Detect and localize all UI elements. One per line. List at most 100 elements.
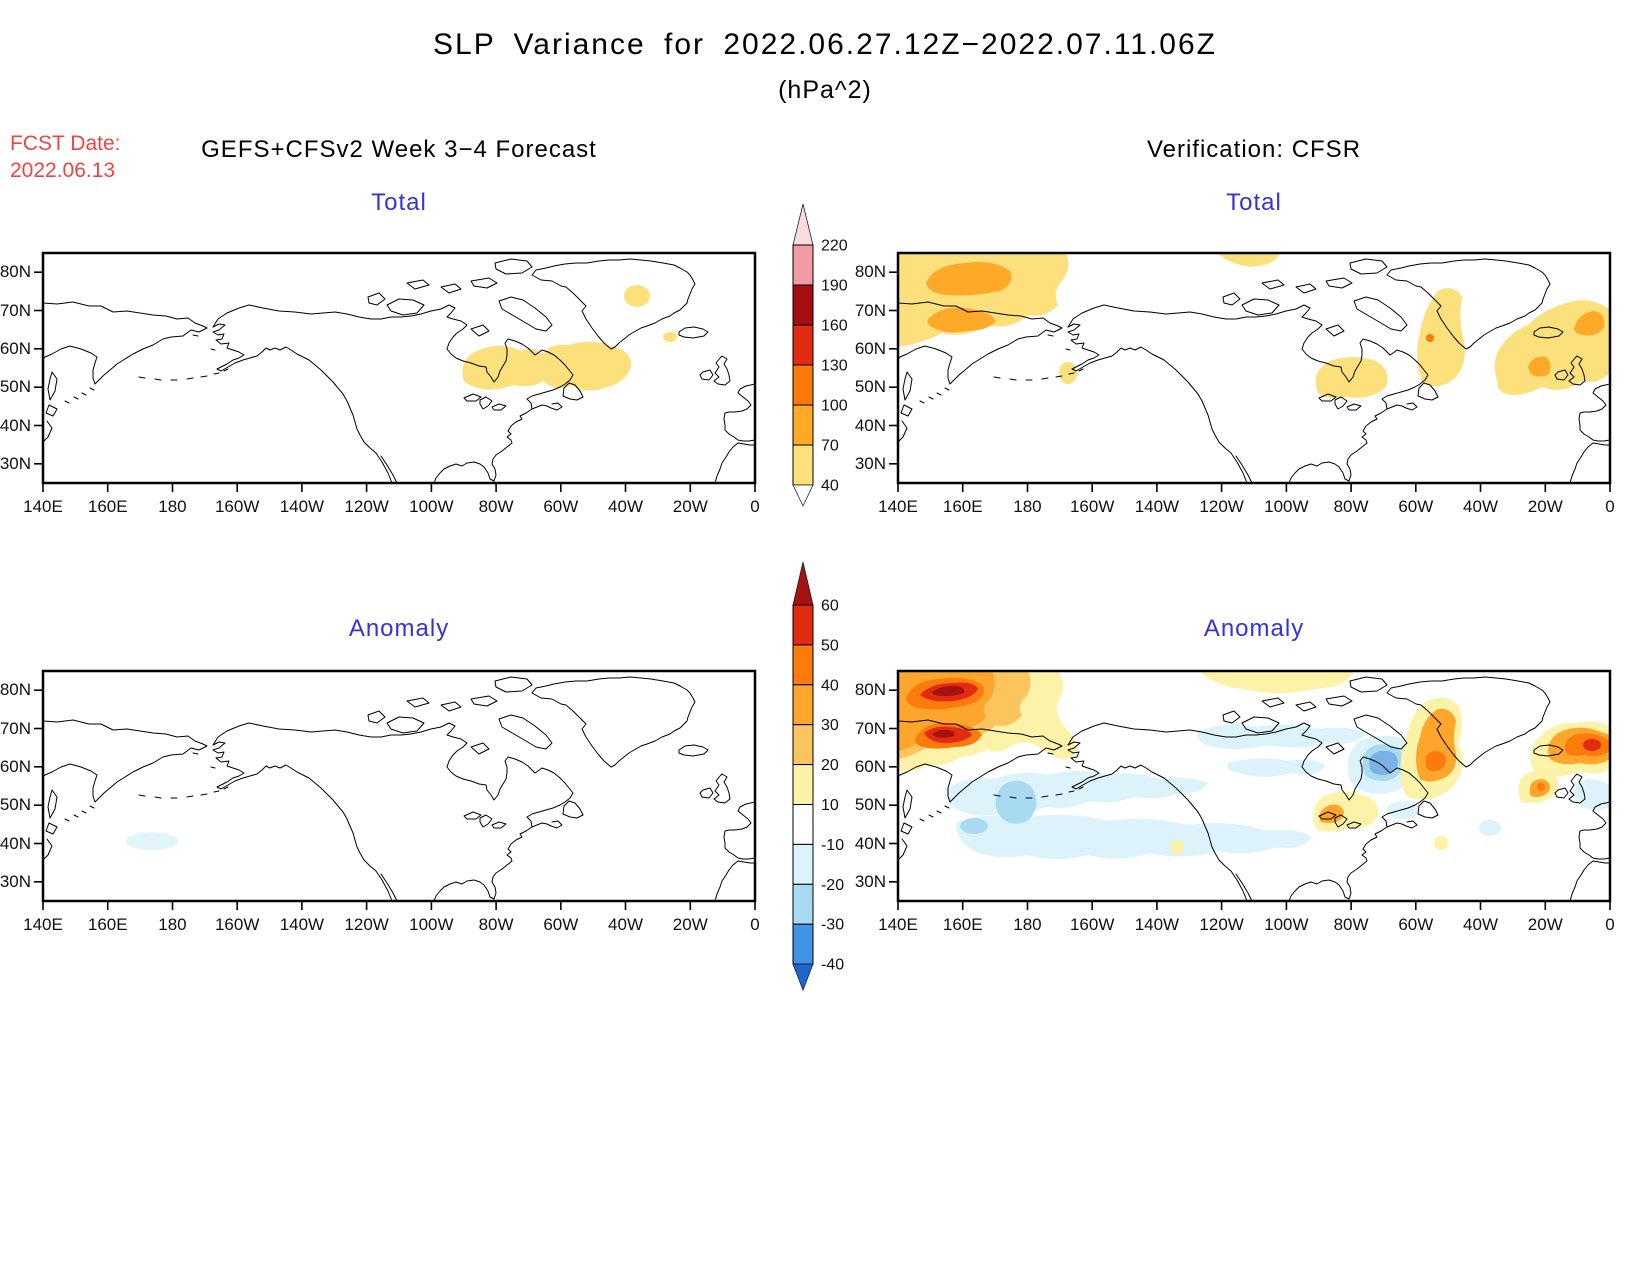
map-forecast-total [33, 251, 757, 493]
lon-tick-label: 180 [158, 915, 187, 934]
lon-tick-label: 40W [608, 915, 644, 934]
svg-text:190: 190 [821, 278, 848, 295]
lon-tick-label: 140E [23, 497, 63, 516]
lon-tick-label: 60W [543, 915, 579, 934]
svg-text:160: 160 [821, 318, 848, 335]
shading-verification-anomaly [898, 671, 1610, 859]
svg-text:20: 20 [821, 757, 839, 774]
lat-tick-label: 60N [0, 338, 31, 358]
lon-tick-label: 140W [1134, 497, 1180, 516]
lat-tick-label: 80N [0, 680, 31, 700]
panel-title-verification-anomaly: Anomaly [1203, 615, 1305, 642]
lon-tick-label: 120W [1199, 915, 1244, 934]
lat-tick-label: 80N [854, 680, 886, 700]
svg-text:40: 40 [821, 677, 839, 694]
lon-tick-label: 40W [1463, 497, 1499, 516]
svg-text:130: 130 [821, 358, 848, 375]
svg-text:-20: -20 [821, 877, 844, 894]
lon-tick-label: 80W [1333, 497, 1369, 516]
column-header-verification: Verification: CFSR [1146, 136, 1362, 163]
lon-tick-label: 0 [750, 497, 760, 516]
panel-title-forecast-total: Total [371, 189, 427, 216]
figure-title: SLP Variance for 2022.06.27.12Z−2022.07.… [433, 28, 1217, 61]
lon-tick-label: 180 [1013, 497, 1042, 516]
lon-tick-label: 140E [878, 497, 918, 516]
lon-tick-label: 100W [1264, 497, 1309, 516]
lon-tick-label: 160W [1069, 915, 1115, 934]
lon-tick-label: 0 [1605, 915, 1615, 934]
lon-tick-label: 160W [214, 915, 260, 934]
lat-tick-label: 50N [854, 377, 886, 397]
lon-tick-label: 160W [214, 497, 260, 516]
map-verification-anomaly [888, 669, 1612, 911]
lon-tick-label: 80W [478, 497, 514, 516]
lon-tick-label: 20W [1527, 497, 1563, 516]
forecast-date-label: FCST Date: [10, 132, 121, 155]
lat-tick-label: 70N [0, 300, 31, 320]
column-header-forecast: GEFS+CFSv2 Week 3−4 Forecast [201, 136, 597, 163]
panel-title-verification-total: Total [1226, 189, 1282, 216]
colorbar-total-scale: 220 190 160 130 100 70 40 [791, 203, 861, 510]
svg-text:100: 100 [821, 398, 848, 415]
lat-tick-label: 40N [0, 833, 31, 853]
lat-tick-label: 80N [0, 262, 31, 282]
colorbar-anomaly-scale: 60 50 40 30 20 10 -10 -20 -30 -40 [791, 561, 861, 994]
lon-tick-label: 120W [344, 915, 389, 934]
lon-tick-label: 100W [409, 915, 454, 934]
figure-units-subtitle: (hPa^2) [778, 76, 872, 104]
lat-tick-label: 40N [854, 833, 886, 853]
svg-text:-40: -40 [821, 957, 844, 974]
lon-tick-label: 0 [750, 915, 760, 934]
lon-tick-label: 160E [942, 915, 983, 934]
lon-tick-label: 160E [87, 915, 128, 934]
lat-tick-label: 60N [0, 756, 31, 776]
shading-forecast-anomaly [126, 832, 178, 850]
lon-tick-label: 140W [279, 915, 325, 934]
svg-text:60: 60 [821, 597, 839, 614]
lon-tick-label: 20W [672, 915, 708, 934]
lat-tick-label: 30N [854, 453, 886, 473]
lat-tick-label: 70N [0, 718, 31, 738]
lat-tick-label: 40N [854, 415, 886, 435]
lat-tick-label: 50N [0, 377, 31, 397]
lon-tick-label: 120W [344, 497, 389, 516]
map-verification-total [888, 251, 1612, 493]
svg-text:-30: -30 [821, 917, 844, 934]
lon-tick-label: 140E [878, 915, 918, 934]
shading-forecast-total [462, 285, 677, 391]
lon-tick-label: 140E [23, 915, 63, 934]
lon-tick-label: 180 [1013, 915, 1042, 934]
lat-tick-label: 70N [854, 718, 886, 738]
lon-tick-label: 40W [608, 497, 644, 516]
lon-tick-label: 40W [1463, 915, 1499, 934]
svg-text:30: 30 [821, 717, 839, 734]
lon-tick-label: 0 [1605, 497, 1615, 516]
lon-tick-label: 180 [158, 497, 187, 516]
lat-tick-label: 40N [0, 415, 31, 435]
lon-tick-label: 160E [87, 497, 128, 516]
lat-tick-label: 60N [854, 338, 886, 358]
lat-tick-label: 50N [854, 795, 886, 815]
svg-text:70: 70 [821, 438, 839, 455]
lon-tick-label: 60W [1398, 497, 1434, 516]
lat-tick-label: 80N [854, 262, 886, 282]
lat-tick-label: 50N [0, 795, 31, 815]
svg-text:220: 220 [821, 238, 848, 255]
svg-text:40: 40 [821, 478, 839, 495]
lat-tick-label: 30N [0, 453, 31, 473]
lon-tick-label: 140W [1134, 915, 1180, 934]
forecast-date-value: 2022.06.13 [10, 159, 116, 182]
lat-tick-label: 70N [854, 300, 886, 320]
lon-tick-label: 80W [478, 915, 514, 934]
lon-tick-label: 60W [543, 497, 579, 516]
lon-tick-label: 100W [409, 497, 454, 516]
panel-title-forecast-anomaly: Anomaly [348, 615, 450, 642]
shading-verification-total [898, 253, 1610, 399]
lat-tick-label: 60N [854, 756, 886, 776]
lat-tick-label: 30N [854, 871, 886, 891]
svg-text:-10: -10 [821, 837, 844, 854]
map-forecast-anomaly [33, 669, 757, 911]
lon-tick-label: 80W [1333, 915, 1369, 934]
lon-tick-label: 60W [1398, 915, 1434, 934]
